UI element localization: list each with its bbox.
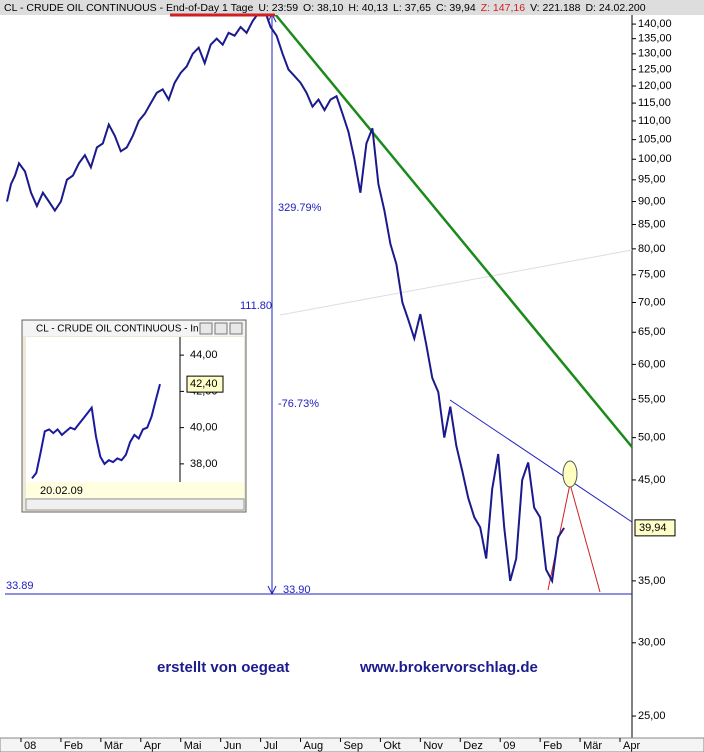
scrollbar[interactable]: [25, 498, 245, 511]
header-field: O: 38,10: [303, 2, 343, 14]
y-tick-label: 60,00: [638, 358, 666, 370]
header-field: L: 37,65: [393, 2, 431, 14]
guide-line: [279, 249, 633, 316]
y-tick-label: 38,00: [190, 458, 218, 470]
annotation: 33.89: [6, 580, 34, 592]
target-ellipse: [562, 460, 578, 488]
x-tick-label: Apr: [623, 740, 640, 752]
header-field: H: 40,13: [348, 2, 388, 14]
y-tick-label: 50,00: [638, 432, 666, 444]
annotation: erstellt von oegeat: [157, 659, 290, 676]
downtrend-line: [274, 13, 633, 448]
target-line: [569, 483, 601, 593]
x-tick-label: Sep: [343, 740, 363, 752]
x-tick-label: Apr: [144, 740, 161, 752]
y-tick-label: 55,00: [638, 393, 666, 405]
header-field: U: 23:59: [258, 2, 298, 14]
last-value-box: [634, 519, 676, 537]
header-field: V: 221.188: [530, 2, 581, 14]
x-tick-label: Mär: [104, 740, 123, 752]
x-tick-label: 08: [24, 740, 36, 752]
annotation: 111.80: [240, 300, 272, 312]
y-tick-label: 115,00: [638, 97, 671, 109]
y-tick-label: 30,00: [638, 637, 666, 649]
header-field: C: 39,94: [436, 2, 476, 14]
header-field: D: 24.02.200: [585, 2, 645, 14]
annotation: -76.73%: [278, 398, 319, 410]
inset-date-bar: [26, 482, 244, 498]
y-tick-label: 140,00: [638, 18, 672, 30]
inset-axis: [180, 337, 244, 482]
price-line: [31, 383, 161, 480]
y-tick-label: 105,00: [638, 134, 672, 146]
window-button[interactable]: [214, 322, 228, 335]
annotation: 33.90: [283, 584, 311, 596]
y-tick-label: 45,00: [638, 474, 666, 486]
header-bar: [0, 0, 704, 15]
x-tick-label: Feb: [543, 740, 562, 752]
last-value-label: 42,40: [190, 378, 218, 390]
y-tick-label: 135,00: [638, 33, 672, 45]
y-tick-label: 90,00: [638, 195, 666, 207]
last-value-box: [186, 375, 224, 393]
inset-date: 20.02.09: [40, 485, 83, 497]
x-tick-label: 09: [503, 740, 515, 752]
last-value-label: 39,94: [639, 522, 667, 534]
y-tick-label: 80,00: [638, 243, 666, 255]
x-tick-label: Dez: [463, 740, 483, 752]
y-tick-label: 40,00: [190, 422, 218, 434]
x-tick-label: Aug: [304, 740, 324, 752]
x-tick-label: Feb: [64, 740, 83, 752]
x-axis-bar: [0, 737, 704, 752]
header-field: Z: 147,16: [481, 2, 526, 14]
header-text: CL - CRUDE OIL CONTINUOUS - End-of-Day 1…: [4, 2, 646, 14]
x-tick-label: Okt: [383, 740, 400, 752]
y-tick-label: 85,00: [638, 218, 666, 230]
header-title: CL - CRUDE OIL CONTINUOUS - End-of-Day 1…: [4, 2, 253, 14]
y-tick-label: 110,00: [638, 115, 671, 127]
y-tick-label: 65,00: [638, 326, 666, 338]
price-line: [6, 8, 565, 585]
y-tick-label: 120,00: [638, 80, 672, 92]
annotation: 329.79%: [278, 202, 322, 214]
window-button[interactable]: [199, 322, 213, 335]
y-tick-label: 70,00: [638, 296, 666, 308]
y-tick-label: 75,00: [638, 269, 666, 281]
window-button[interactable]: [229, 322, 243, 335]
y-tick-label: 95,00: [638, 174, 666, 186]
upper-trend-line: [449, 399, 633, 523]
y-tick-label: 44,00: [190, 349, 218, 361]
annotation: www.brokervorschlag.de: [359, 659, 538, 676]
x-tick-label: Mär: [583, 740, 602, 752]
y-tick-label: 125,00: [638, 64, 672, 76]
x-tick-label: Mai: [184, 740, 202, 752]
y-tick-label: 100,00: [638, 153, 672, 165]
x-tick-label: Jul: [264, 740, 278, 752]
y-tick-label: 25,00: [638, 710, 666, 722]
inset-titlebar: [23, 321, 245, 336]
x-tick-label: Nov: [423, 740, 443, 752]
y-tick-label: 130,00: [638, 48, 672, 60]
inset-title: CL - CRUDE OIL CONTINUOUS - In: [36, 324, 199, 335]
y-tick-label: 35,00: [638, 575, 666, 587]
x-tick-label: Jun: [224, 740, 242, 752]
